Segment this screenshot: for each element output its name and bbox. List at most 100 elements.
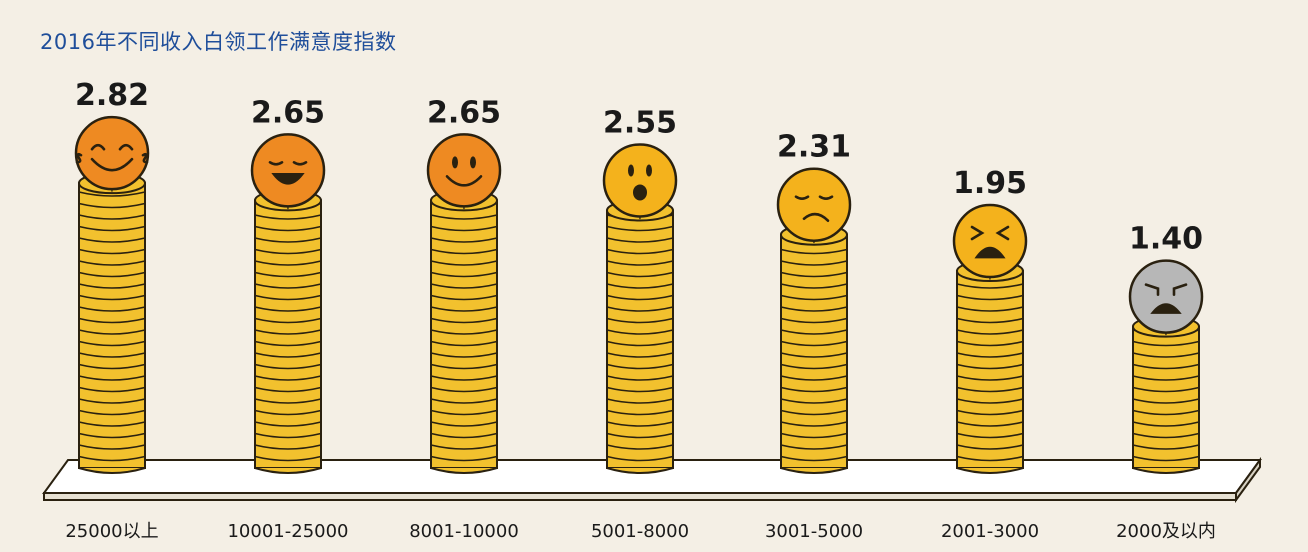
face-feature	[628, 164, 634, 177]
coin-edge-line	[956, 386, 1024, 393]
value-label: 2.55	[603, 105, 677, 140]
coin-bottom	[1132, 467, 1200, 474]
coin-edge-line	[78, 202, 146, 209]
coin-edge-line	[78, 352, 146, 358]
coin-edge-line	[956, 283, 1024, 289]
coin-edge-line	[78, 283, 146, 289]
face-circle	[74, 115, 150, 191]
coin-edge-line	[254, 432, 322, 439]
coin-edge-line	[780, 283, 848, 289]
coin-bottom	[430, 467, 498, 474]
coin-edge-line	[606, 386, 674, 393]
category-label: 10001-25000	[227, 521, 348, 542]
category-label: 2000及以内	[1116, 521, 1216, 542]
coin-edge-line	[78, 398, 146, 404]
face-feature	[818, 195, 834, 200]
face-feature	[292, 161, 308, 166]
coin-edge-line	[78, 248, 146, 255]
bar-2: $2.65	[250, 95, 326, 474]
coin-edge-line	[430, 271, 498, 278]
face-feature	[271, 173, 305, 185]
coin-edge-line	[1132, 386, 1200, 393]
coin-edge-line	[78, 444, 146, 450]
coin-stack-body	[606, 209, 674, 469]
value-label: 2.65	[427, 95, 501, 130]
coin-edge-line	[606, 398, 674, 404]
face-feature	[646, 164, 652, 177]
coin-edge-line	[430, 432, 498, 439]
coin-stacks: $2.82 $2.65 $2.65 $2.55 $2.31 $1.95 $1.40	[74, 78, 1204, 474]
coin-bottom	[78, 467, 146, 474]
bar-4: $2.55	[602, 105, 678, 474]
coin-edge-line	[780, 375, 848, 381]
coin-edge-line	[254, 271, 322, 278]
coin-edge-line	[780, 398, 848, 404]
coin-edge-line	[606, 375, 674, 381]
face-circle	[426, 133, 502, 208]
coin-edge-line	[254, 398, 322, 404]
coin-edge-line	[606, 317, 674, 324]
coin-edge-line	[1132, 340, 1200, 347]
coin-edge-line	[254, 363, 322, 370]
coin-edge-line	[78, 260, 146, 266]
coin-edge-line	[1132, 455, 1200, 462]
bar-3: $2.65	[426, 95, 502, 474]
angry-face-icon	[1128, 259, 1204, 334]
chart-title: 2016年不同收入白领工作满意度指数	[40, 30, 397, 54]
coin-edge-line	[78, 432, 146, 439]
face-feature	[974, 246, 1006, 259]
smiling-face-icon	[426, 133, 502, 208]
coin-edge-line	[78, 317, 146, 324]
coin-edge-line	[254, 329, 322, 335]
coin-edge-line	[780, 248, 848, 255]
coin-edge-line	[956, 421, 1024, 427]
coin-edge-line	[956, 432, 1024, 439]
coin-edge-line	[606, 421, 674, 427]
coin-edge-line	[1132, 398, 1200, 404]
bar-7: $1.40	[1128, 222, 1204, 474]
coin-edge-line	[956, 455, 1024, 462]
coin-edge-line	[606, 225, 674, 232]
bar-6: $1.95	[952, 166, 1028, 474]
coin-edge-line	[254, 283, 322, 289]
coin-edge-line	[78, 214, 146, 220]
coin-edge-line	[606, 260, 674, 266]
value-label: 2.65	[251, 95, 325, 130]
face-feature	[970, 225, 985, 241]
coin-edge-line	[254, 294, 322, 301]
face-feature	[1150, 303, 1182, 314]
coin-edge-line	[780, 363, 848, 370]
face-feature	[802, 212, 830, 222]
face-feature	[794, 195, 810, 200]
bar-1: $2.82	[74, 78, 150, 474]
face-circle	[1128, 259, 1204, 334]
coin-edge-line	[780, 455, 848, 462]
coin-bottom	[780, 467, 848, 474]
value-label: 1.95	[953, 166, 1027, 201]
coin-edge-line	[606, 352, 674, 358]
coin-edge-line	[956, 398, 1024, 404]
coin-edge-line	[430, 294, 498, 301]
coin-edge-line	[430, 409, 498, 416]
coin-edge-line	[78, 340, 146, 347]
coin-edge-line	[78, 237, 146, 243]
coin-edge-line	[430, 317, 498, 324]
coin-edge-line	[1132, 444, 1200, 450]
coin-edge-line	[780, 294, 848, 301]
coin-edge-line	[78, 225, 146, 232]
coin-edge-line	[254, 421, 322, 427]
coin-edge-line	[78, 191, 146, 197]
face-circle	[952, 203, 1028, 279]
coin-edge-line	[254, 306, 322, 312]
coin-edge-line	[78, 294, 146, 301]
face-circle	[602, 143, 678, 218]
face-feature	[1144, 283, 1160, 296]
coin-edge-line	[606, 432, 674, 439]
coin-bottom	[254, 467, 322, 474]
category-label: 25000以上	[65, 521, 158, 542]
coin-edge-line	[78, 386, 146, 393]
coin-edge-line	[780, 340, 848, 347]
surprised-face-icon	[602, 143, 678, 218]
category-label: 2001-3000	[941, 521, 1039, 542]
